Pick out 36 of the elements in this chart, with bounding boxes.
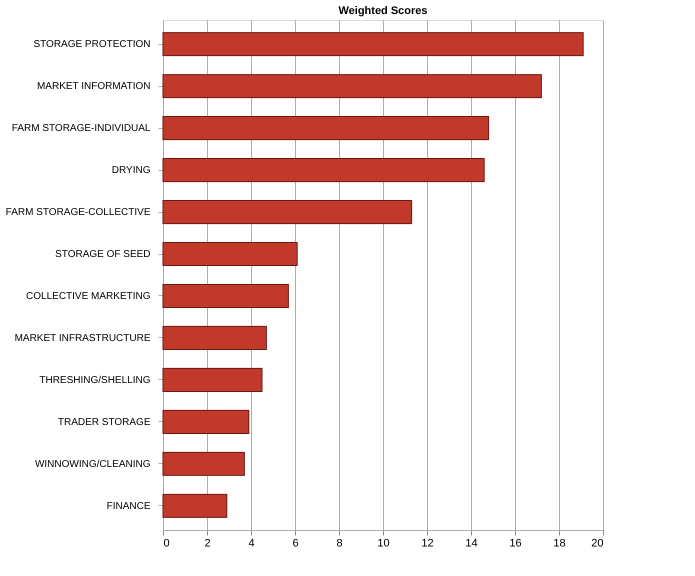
bar <box>162 284 289 308</box>
x-tick-label: 20 <box>591 538 604 550</box>
y-tick-label: MARKET INFRASTRUCTURE <box>14 332 151 344</box>
x-tick-label: 0 <box>164 538 170 550</box>
bar <box>162 158 485 182</box>
y-tick-label: DRYING <box>112 165 151 176</box>
bar <box>162 32 584 56</box>
chart-title: Weighted Scores <box>338 5 428 17</box>
x-tick-label: 14 <box>465 538 478 550</box>
x-tick-label: 12 <box>421 538 434 550</box>
y-tick-label: FARM STORAGE-INDIVIDUAL <box>12 123 151 134</box>
bar <box>162 452 245 476</box>
bar <box>162 242 298 266</box>
x-tick-label: 18 <box>553 538 566 550</box>
bar <box>162 200 412 224</box>
y-tick-label: STORAGE PROTECTION <box>33 39 150 50</box>
y-tick-label: THRESHING/SHELLING <box>39 374 151 386</box>
bar <box>162 368 262 392</box>
x-tick-label: 10 <box>377 538 390 550</box>
y-tick-label: STORAGE OF SEED <box>55 249 150 260</box>
y-tick-label: FARM STORAGE-COLLECTIVE <box>6 207 151 218</box>
bar <box>162 410 250 434</box>
y-tick-label: COLLECTIVE MARKETING <box>26 290 151 302</box>
x-tick-label: 8 <box>336 538 343 550</box>
x-tick-label: 6 <box>292 538 299 550</box>
x-tick-label: 4 <box>248 538 255 550</box>
bar <box>162 326 267 350</box>
bar <box>162 74 542 98</box>
y-tick-label: WINNOWING/CLEANING <box>34 458 151 470</box>
bar <box>162 494 228 518</box>
x-tick-label: 16 <box>509 538 522 550</box>
bar <box>162 116 490 140</box>
y-tick-label: FINANCE <box>106 500 151 512</box>
y-tick-label: MARKET INFORMATION <box>36 81 150 92</box>
y-tick-label: TRADER STORAGE <box>58 416 151 428</box>
x-tick-label: 2 <box>204 538 211 550</box>
